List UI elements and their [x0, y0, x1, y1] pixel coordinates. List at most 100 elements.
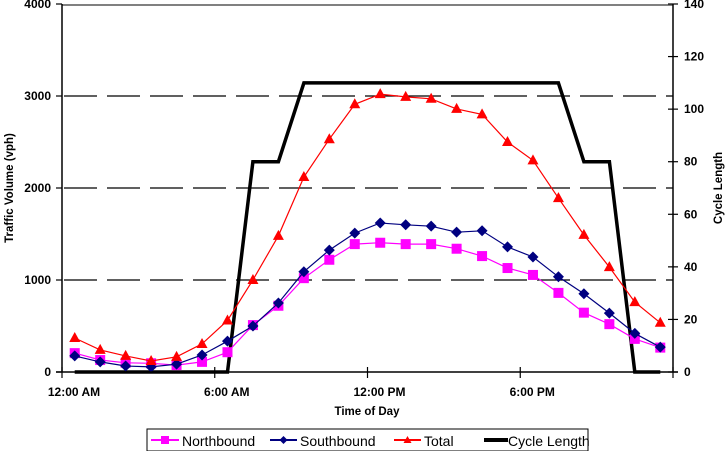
total-point: [552, 192, 564, 203]
legend-northbound-square-icon: [161, 436, 169, 444]
southbound-point: [374, 217, 386, 229]
northbound-point: [349, 239, 360, 250]
southbound-point: [552, 271, 564, 283]
southbound-point: [171, 358, 183, 370]
southbound-point: [400, 219, 412, 231]
southbound-line: [74, 222, 661, 368]
southbound-point: [349, 227, 361, 239]
total-point: [272, 229, 284, 240]
y2-axis-title: Cycle Length: [713, 152, 725, 224]
y-axis-title: Traffic Volume (vph): [4, 133, 16, 243]
northbound-point: [197, 356, 208, 367]
y-tick-label: 0: [44, 365, 51, 379]
northbound-point: [400, 239, 411, 250]
y-tick-label: 4000: [24, 0, 51, 11]
southbound-point: [629, 327, 641, 339]
northbound-point: [298, 273, 309, 284]
total-point: [578, 228, 590, 239]
total-point: [69, 331, 81, 342]
x-tick-label: 6:00 PM: [510, 385, 555, 399]
southbound-point: [272, 297, 284, 309]
gridlines: [62, 95, 673, 281]
southbound-point: [527, 251, 539, 263]
northbound-point: [451, 243, 462, 254]
legend-northbound-label: Northbound: [182, 433, 255, 449]
southbound-point: [476, 225, 488, 237]
northbound-line: [74, 242, 661, 366]
tick-labels: 0 1000 2000 3000 4000 0 20 40 60 80 100 120 140 12:00…: [24, 0, 704, 399]
legend-item-cycle-length: Cycle Length: [484, 433, 590, 449]
total-point: [603, 261, 615, 272]
southbound-point: [425, 220, 437, 232]
northbound-point: [604, 319, 615, 330]
total-point: [425, 92, 437, 103]
x-axis-title: Time of Day: [335, 406, 401, 418]
southbound-point: [298, 266, 310, 278]
total-point: [349, 98, 361, 109]
southbound-point: [196, 349, 208, 361]
total-point: [451, 102, 463, 113]
total-point: [221, 314, 233, 325]
southbound-point: [323, 244, 335, 256]
total-point: [323, 133, 335, 144]
y2-tick-label: 40: [684, 260, 698, 274]
southbound-point: [451, 226, 463, 238]
total-point: [145, 354, 157, 365]
total-point: [120, 349, 132, 360]
northbound-point: [222, 347, 233, 358]
y2-tick-label: 140: [684, 0, 704, 11]
legend-item-northbound: Northbound: [151, 433, 255, 449]
northbound-point: [502, 263, 513, 274]
northbound-point: [527, 269, 538, 280]
northbound-point: [375, 237, 386, 248]
legend-total-triangle-icon: [403, 436, 412, 443]
total-point: [400, 90, 412, 101]
y-tick-label: 1000: [24, 273, 51, 287]
legend-item-total: Total: [394, 433, 454, 449]
legend-total-label: Total: [424, 433, 454, 449]
total-point: [171, 350, 183, 361]
y-tick-label: 2000: [24, 181, 51, 195]
x-tick-label: 12:00 PM: [353, 385, 405, 399]
legend: Northbound Southbound Total Cycle Length: [146, 428, 590, 451]
legend-box: [146, 428, 589, 451]
total-point: [374, 88, 386, 99]
y2-tick-label: 100: [684, 102, 704, 116]
total-point: [629, 296, 641, 307]
total-point: [298, 170, 310, 181]
northbound-point: [578, 307, 589, 318]
x-tick-label: 6:00 AM: [204, 385, 250, 399]
total-point: [247, 274, 259, 284]
total-line: [74, 93, 661, 362]
northbound-point: [477, 251, 488, 262]
southbound-point: [502, 241, 514, 253]
southbound-point: [654, 341, 666, 353]
northbound-point: [629, 333, 640, 344]
northbound-point: [426, 239, 437, 250]
total-point: [476, 108, 488, 119]
x-tick-label: 12:00 AM: [48, 385, 100, 399]
legend-southbound-label: Southbound: [300, 433, 376, 449]
y-tick-label: 3000: [24, 89, 51, 103]
y2-tick-label: 0: [684, 365, 691, 379]
southbound-point: [603, 307, 615, 319]
southbound-point: [120, 360, 132, 372]
northbound-point: [324, 254, 335, 265]
southbound-point: [94, 356, 106, 368]
northbound-point: [553, 287, 564, 298]
southbound-point: [69, 350, 81, 362]
y2-tick-label: 120: [684, 50, 704, 64]
total-point: [654, 316, 666, 327]
legend-item-southbound: Southbound: [270, 433, 376, 449]
series-lines: [69, 81, 666, 374]
y2-tick-label: 20: [684, 312, 698, 326]
total-point: [94, 343, 106, 354]
total-point: [527, 154, 539, 165]
legend-cycle-length-label: Cycle Length: [508, 433, 590, 449]
legend-southbound-diamond-icon: [279, 436, 288, 444]
y2-tick-label: 60: [684, 207, 698, 221]
southbound-point: [221, 335, 233, 347]
total-point: [196, 337, 208, 348]
southbound-point: [578, 288, 590, 300]
